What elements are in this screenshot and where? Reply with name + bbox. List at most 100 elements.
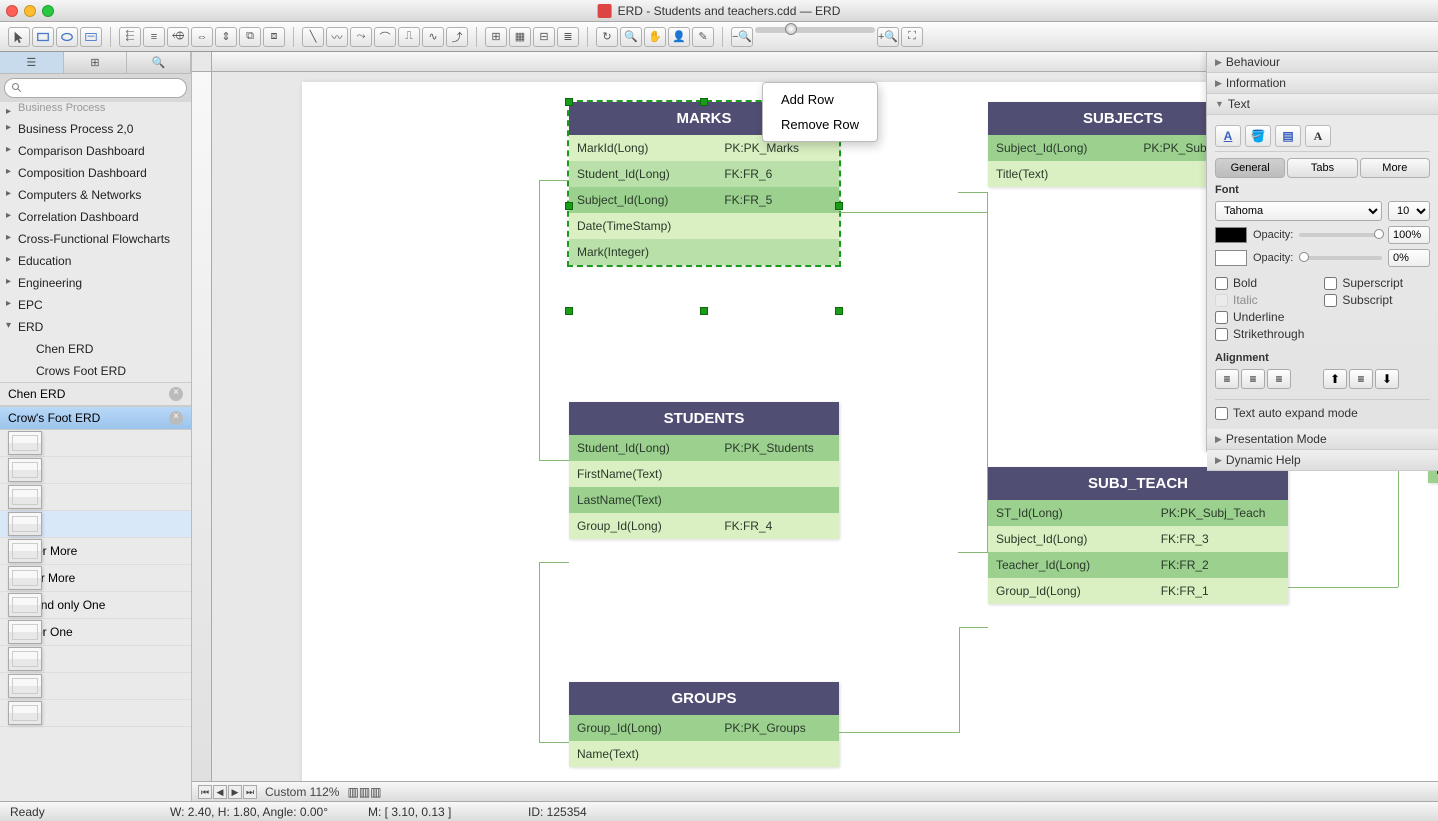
- arc-tool[interactable]: ⌒: [374, 27, 396, 47]
- shape-item[interactable]: Entity: [0, 484, 191, 511]
- align-left[interactable]: ≡: [1215, 369, 1239, 389]
- shape-item[interactable]: One and only One: [0, 592, 191, 619]
- tree-item-child[interactable]: Crows Foot ERD: [0, 360, 191, 382]
- shape-item[interactable]: Entity: [0, 457, 191, 484]
- tree-item[interactable]: ERD: [0, 316, 191, 338]
- subscript-checkbox[interactable]: [1324, 294, 1337, 307]
- library-tab[interactable]: Crow's Foot ERD×: [0, 406, 191, 430]
- align-left-tool[interactable]: ⬱: [119, 27, 141, 47]
- close-icon[interactable]: ×: [169, 411, 183, 425]
- font-family-select[interactable]: Tahoma: [1215, 201, 1382, 221]
- format-tab-general[interactable]: General: [1215, 158, 1285, 178]
- shape-item[interactable]: Zero or One: [0, 619, 191, 646]
- selection-handle[interactable]: [700, 307, 708, 315]
- shape-item[interactable]: Entity: [0, 430, 191, 457]
- shape-item[interactable]: One or More: [0, 565, 191, 592]
- valign-middle[interactable]: ≡: [1349, 369, 1373, 389]
- sidebar-tab-list[interactable]: ⊞: [64, 52, 128, 73]
- section-presentation[interactable]: ▶Presentation Mode: [1207, 429, 1438, 450]
- erd-entity-groups[interactable]: GROUPSGroup_Id(Long)PK:PK_GroupsName(Tex…: [569, 682, 839, 767]
- page-next[interactable]: ▶: [228, 785, 242, 799]
- close-button[interactable]: [6, 5, 18, 17]
- user-tool[interactable]: 👤: [668, 27, 690, 47]
- polyline-tool[interactable]: ⎍: [398, 27, 420, 47]
- page-first[interactable]: ⏮: [198, 785, 212, 799]
- entity-row[interactable]: FirstName(Text): [569, 461, 839, 487]
- shape-item[interactable]: M:1: [0, 700, 191, 727]
- opacity-stroke-value[interactable]: [1388, 249, 1430, 267]
- zoom-fit-button[interactable]: ⛶: [901, 27, 923, 47]
- text-style-shadow-icon[interactable]: ▤: [1275, 125, 1301, 147]
- zoom-out-button[interactable]: −🔍: [731, 27, 753, 47]
- search-input[interactable]: [4, 78, 187, 98]
- format-tab-more[interactable]: More: [1360, 158, 1430, 178]
- align-center[interactable]: ≡: [1241, 369, 1265, 389]
- spline-tool[interactable]: ∿: [422, 27, 444, 47]
- valign-top[interactable]: ⬆: [1323, 369, 1347, 389]
- curve-tool[interactable]: 〰: [326, 27, 348, 47]
- refresh-tool[interactable]: ↻: [596, 27, 618, 47]
- ellipse-tool[interactable]: [56, 27, 78, 47]
- entity-row[interactable]: Group_Id(Long)FK:FR_1: [988, 578, 1288, 604]
- library-tab[interactable]: Chen ERD×: [0, 382, 191, 406]
- bold-checkbox[interactable]: [1215, 277, 1228, 290]
- close-icon[interactable]: ×: [169, 387, 183, 401]
- selection-handle[interactable]: [835, 307, 843, 315]
- entity-row[interactable]: Student_Id(Long)PK:PK_Students: [569, 435, 839, 461]
- maximize-button[interactable]: [42, 5, 54, 17]
- entity-row[interactable]: Student_Id(Long)FK:FR_6: [569, 161, 839, 187]
- context-menu-remove-row[interactable]: Remove Row: [763, 112, 877, 137]
- text-style-fill-icon[interactable]: 🪣: [1245, 125, 1271, 147]
- align-right[interactable]: ≡: [1267, 369, 1291, 389]
- connector-tool[interactable]: ⤳: [350, 27, 372, 47]
- tree-item[interactable]: Correlation Dashboard: [0, 206, 191, 228]
- text-style-underline-icon[interactable]: A: [1215, 125, 1241, 147]
- text-tool[interactable]: [80, 27, 102, 47]
- ungroup-tool[interactable]: ⧈: [263, 27, 285, 47]
- selection-handle[interactable]: [565, 98, 573, 106]
- section-behaviour[interactable]: ▶Behaviour: [1207, 52, 1438, 73]
- guides-tool[interactable]: ⊟: [533, 27, 555, 47]
- strike-checkbox[interactable]: [1215, 328, 1228, 341]
- entity-row[interactable]: Name(Text): [569, 741, 839, 767]
- entity-row[interactable]: Group_Id(Long)FK:FR_4: [569, 513, 839, 539]
- erd-entity-subj_teach[interactable]: SUBJ_TEACHST_Id(Long)PK:PK_Subj_TeachSub…: [988, 467, 1288, 604]
- entity-row[interactable]: Teacher_Id(Long)FK:FR_2: [988, 552, 1288, 578]
- font-size-select[interactable]: 10: [1388, 201, 1430, 221]
- entity-row[interactable]: Subject_Id(Long)FK:FR_5: [569, 187, 839, 213]
- opacity-fill-value[interactable]: [1388, 226, 1430, 244]
- opacity-stroke-slider[interactable]: [1299, 256, 1382, 260]
- opacity-fill-slider[interactable]: [1299, 233, 1382, 237]
- entity-row[interactable]: Group_Id(Long)PK:PK_Groups: [569, 715, 839, 741]
- zoom-in-button[interactable]: +🔍: [877, 27, 899, 47]
- tree-item[interactable]: Engineering: [0, 272, 191, 294]
- cursor-tool[interactable]: [8, 27, 30, 47]
- shape-item[interactable]: M:1: [0, 646, 191, 673]
- zoom-slider[interactable]: [755, 27, 875, 33]
- tree-item[interactable]: Computers & Networks: [0, 184, 191, 206]
- tree-item[interactable]: Composition Dashboard: [0, 162, 191, 184]
- snap-tool[interactable]: ⊞: [485, 27, 507, 47]
- page-thumbs[interactable]: ▥▥▥: [347, 785, 381, 799]
- entity-row[interactable]: Subject_Id(Long)FK:FR_3: [988, 526, 1288, 552]
- page-prev[interactable]: ◀: [213, 785, 227, 799]
- tree-item[interactable]: Business Process 2,0: [0, 118, 191, 140]
- tree-item[interactable]: Business Process: [0, 102, 191, 118]
- shape-item[interactable]: Entity: [0, 511, 191, 538]
- erd-entity-students[interactable]: STUDENTSStudent_Id(Long)PK:PK_StudentsFi…: [569, 402, 839, 539]
- line-tool[interactable]: ╲: [302, 27, 324, 47]
- page-last[interactable]: ⏭: [243, 785, 257, 799]
- valign-bottom[interactable]: ⬇: [1375, 369, 1399, 389]
- align-center-tool[interactable]: ≡: [143, 27, 165, 47]
- minimize-button[interactable]: [24, 5, 36, 17]
- entity-row[interactable]: Mark(Integer): [569, 239, 839, 265]
- superscript-checkbox[interactable]: [1324, 277, 1337, 290]
- tree-item-child[interactable]: Chen ERD: [0, 338, 191, 360]
- section-text[interactable]: ▼Text: [1207, 94, 1438, 115]
- align-right-tool[interactable]: ⬲: [167, 27, 189, 47]
- tree-item[interactable]: Comparison Dashboard: [0, 140, 191, 162]
- fill-color-swatch[interactable]: [1215, 227, 1247, 243]
- stroke-color-swatch[interactable]: [1215, 250, 1247, 266]
- tree-item[interactable]: Education: [0, 250, 191, 272]
- pan-tool[interactable]: ✋: [644, 27, 666, 47]
